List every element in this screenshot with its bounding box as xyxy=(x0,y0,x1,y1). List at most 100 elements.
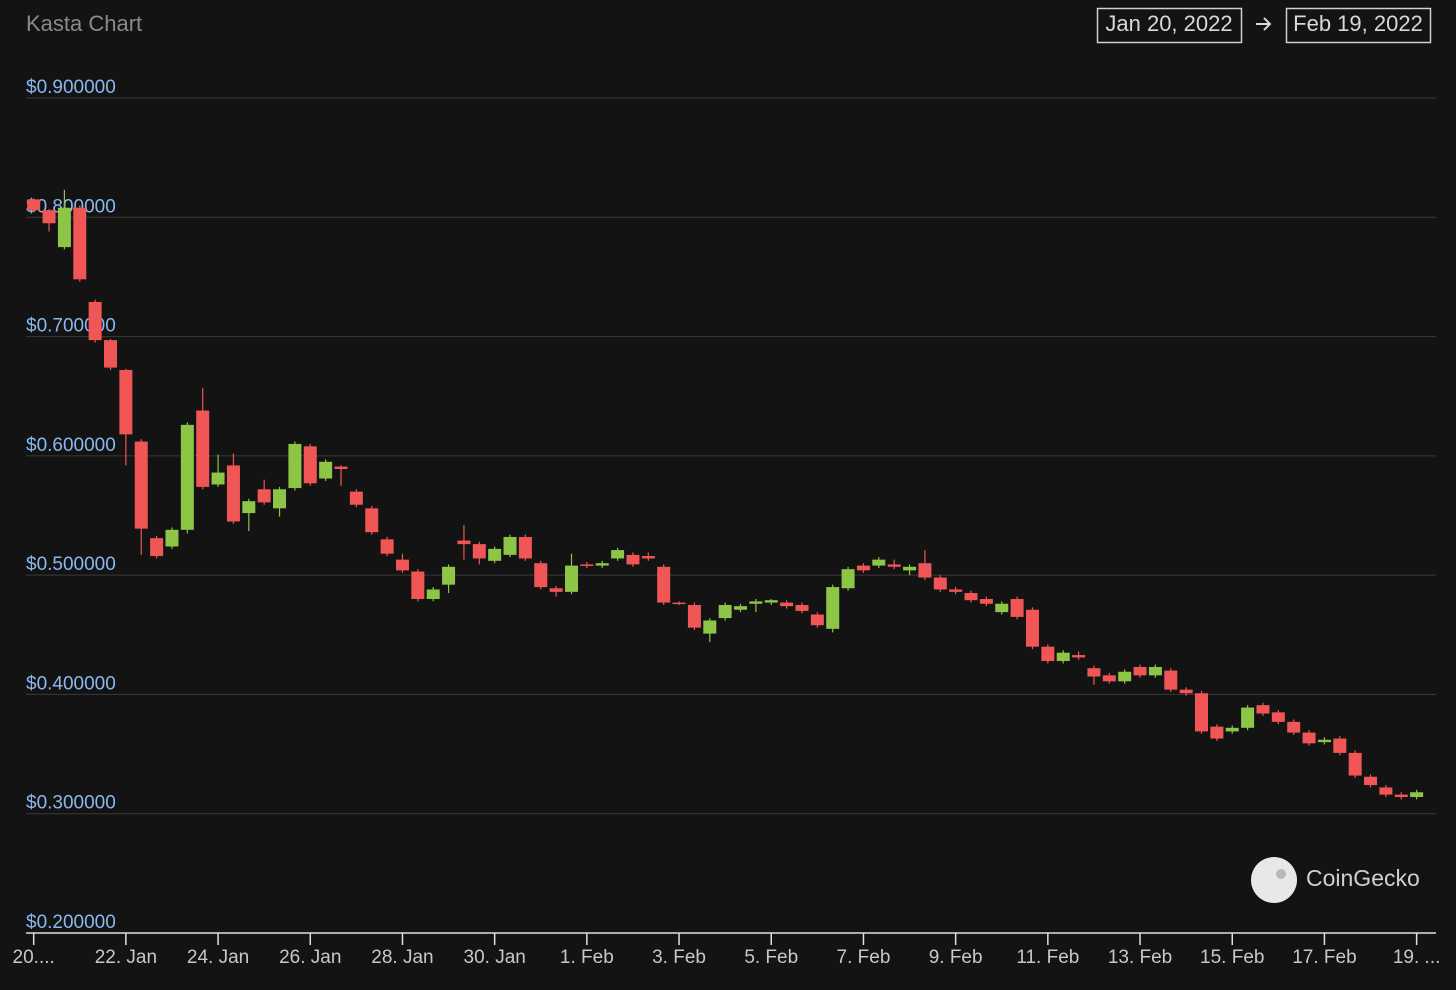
date-from[interactable]: Jan 20, 2022 xyxy=(1105,11,1232,36)
candle-body xyxy=(27,199,41,211)
candle xyxy=(57,189,71,250)
candle xyxy=(518,534,532,561)
candle-body xyxy=(1287,721,1301,733)
candle-body xyxy=(1133,666,1147,676)
candle-body xyxy=(426,589,440,599)
x-tick-label: 3. Feb xyxy=(652,947,706,968)
candle xyxy=(1118,669,1132,684)
candle-body xyxy=(657,566,671,603)
candle xyxy=(887,559,901,570)
arrow-icon xyxy=(1256,17,1272,31)
candle xyxy=(1379,785,1393,798)
candle xyxy=(1271,709,1285,725)
candle xyxy=(580,562,594,568)
candle xyxy=(380,536,394,557)
candle xyxy=(1087,665,1101,685)
date-to[interactable]: Feb 19, 2022 xyxy=(1293,11,1423,36)
candle xyxy=(457,525,471,560)
candle-body xyxy=(288,443,302,489)
candle xyxy=(534,560,548,590)
candle-body xyxy=(918,563,932,578)
candle xyxy=(626,552,640,567)
candle-body xyxy=(795,604,809,611)
candle xyxy=(1348,750,1362,778)
candle-body xyxy=(949,589,963,592)
candle xyxy=(1364,774,1378,788)
candle-body xyxy=(764,600,778,603)
y-tick-label: $0.400000 xyxy=(26,673,116,694)
candle-body xyxy=(1348,752,1362,776)
candle xyxy=(1179,687,1193,696)
candle xyxy=(1010,596,1024,620)
candle-body xyxy=(580,564,594,566)
candle-body xyxy=(273,489,287,509)
candle xyxy=(749,599,763,613)
candle xyxy=(303,443,317,486)
watermark-logo xyxy=(1251,857,1297,903)
candle-body xyxy=(995,603,1009,613)
x-tick-label: 5. Feb xyxy=(744,947,798,968)
x-tick-label: 9. Feb xyxy=(929,947,983,968)
candle-body xyxy=(349,491,363,505)
x-tick-label: 11. Feb xyxy=(1016,947,1079,968)
candle xyxy=(1225,725,1239,734)
candle xyxy=(641,552,655,561)
candle xyxy=(918,550,932,580)
date-to-box[interactable] xyxy=(1285,7,1432,44)
candle-body xyxy=(826,587,840,629)
candle xyxy=(73,205,87,282)
candle-body xyxy=(672,602,686,605)
candle-body xyxy=(1379,787,1393,795)
candle-body xyxy=(1210,726,1224,739)
candle xyxy=(826,584,840,633)
candle xyxy=(88,299,102,343)
candle-body xyxy=(1364,776,1378,786)
candle-body xyxy=(1317,739,1331,743)
candle-body xyxy=(1025,609,1039,647)
candle xyxy=(1241,705,1255,731)
candle-body xyxy=(1179,689,1193,694)
candle xyxy=(1133,664,1147,678)
candle xyxy=(856,563,870,573)
candle xyxy=(764,599,778,605)
candle xyxy=(564,553,578,595)
candle-body xyxy=(841,569,855,589)
candle xyxy=(933,575,947,592)
candle-body xyxy=(780,602,794,607)
candle xyxy=(1410,789,1424,800)
candle xyxy=(718,602,732,621)
candle-body xyxy=(242,501,256,514)
candle xyxy=(1102,672,1116,684)
candle xyxy=(319,459,333,481)
date-from-box[interactable] xyxy=(1096,7,1243,44)
candle-body xyxy=(687,604,701,628)
candle-body xyxy=(611,550,625,559)
x-tick-label: 17. Feb xyxy=(1292,947,1356,968)
candle xyxy=(1041,644,1055,664)
candle xyxy=(1302,730,1316,746)
x-tick-label: 15. Feb xyxy=(1200,947,1264,968)
candle xyxy=(1210,724,1224,741)
candle xyxy=(964,590,978,603)
candle xyxy=(134,439,148,555)
candle-body xyxy=(457,540,471,545)
candle-body xyxy=(472,544,486,559)
candle xyxy=(810,612,824,628)
candle-body xyxy=(365,508,379,533)
candle-body xyxy=(1164,670,1178,690)
candle xyxy=(1148,664,1162,678)
candle xyxy=(42,208,56,232)
candle xyxy=(979,596,993,607)
candle-body xyxy=(1056,652,1070,662)
candle xyxy=(1164,668,1178,693)
watermark: CoinGecko xyxy=(1251,857,1420,903)
x-tick-label: 19. ... xyxy=(1393,947,1441,968)
candle xyxy=(119,368,133,466)
candle xyxy=(442,564,456,594)
candle xyxy=(1195,690,1209,734)
candle-body xyxy=(595,563,609,566)
candle-body xyxy=(150,538,164,557)
